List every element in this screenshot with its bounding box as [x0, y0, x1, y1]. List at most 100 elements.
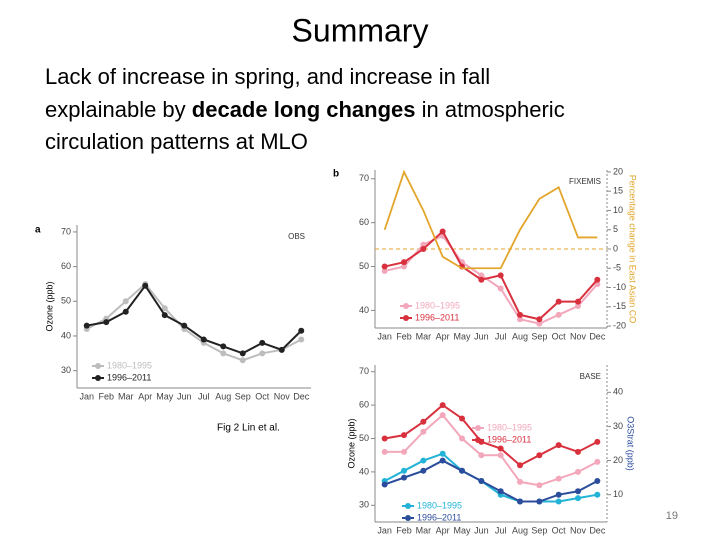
data-point: [497, 272, 504, 279]
y2-axis-label: Percentage change in East Asian CO: [628, 175, 638, 324]
data-point: [536, 482, 543, 489]
data-point: [298, 327, 305, 334]
data-point: [381, 267, 388, 274]
data-point: [459, 415, 465, 422]
x-tick-label: Dec: [589, 525, 606, 535]
data-point: [122, 298, 129, 305]
page-number: 19: [666, 510, 678, 522]
y2-tick-label: -5: [613, 263, 621, 273]
series-line: [384, 229, 599, 321]
legend-marker: [403, 315, 409, 321]
data-point: [536, 316, 543, 323]
legend-marker: [405, 515, 411, 521]
y-tick-label: 50: [61, 296, 71, 306]
x-tick-label: Sep: [531, 525, 547, 535]
data-point: [478, 452, 485, 459]
legend-label: 1980–1995: [487, 422, 532, 432]
data-point: [536, 320, 543, 327]
x-tick-label: Aug: [512, 331, 528, 341]
series-line: [384, 403, 598, 467]
series-line: [86, 283, 302, 355]
panel-label: a: [35, 225, 41, 236]
series-line: [383, 169, 598, 270]
x-tick-label: Apr: [436, 525, 450, 535]
y-tick-label: 70: [359, 173, 369, 183]
data-point: [259, 350, 266, 357]
data-point: [420, 457, 427, 464]
x-tick-label: Apr: [436, 331, 450, 341]
y2-axis-label: O3Strat (ppb): [626, 416, 636, 471]
x-tick-label: Aug: [215, 391, 231, 401]
legend-marker: [475, 437, 481, 443]
data-point: [298, 336, 305, 343]
y2-tick-label: -15: [613, 301, 626, 311]
y-axis-label: Ozone (ppb): [44, 281, 54, 331]
y-tick-label: 40: [61, 330, 71, 340]
chart-title: FIXEMIS: [569, 177, 601, 186]
data-point: [381, 263, 388, 270]
data-point: [439, 228, 446, 235]
slide-title: Summary: [292, 12, 429, 48]
data-point: [381, 448, 388, 455]
data-point: [478, 272, 485, 279]
x-tick-label: Mar: [416, 331, 432, 341]
data-point: [517, 498, 523, 505]
y-tick-label: 50: [359, 261, 369, 271]
legend-label: 1996–2011: [487, 434, 531, 444]
data-point: [381, 481, 388, 488]
data-point: [239, 350, 246, 357]
y-tick-label: 30: [61, 365, 71, 375]
data-point: [459, 435, 465, 442]
legend-marker: [405, 503, 411, 509]
data-point: [439, 402, 446, 409]
legend-label: 1980–1995: [415, 300, 460, 310]
data-point: [517, 311, 523, 318]
body-text: in atmospheric: [416, 97, 565, 122]
x-tick-label: Jan: [377, 331, 392, 341]
data-point: [439, 412, 446, 419]
data-point: [555, 498, 562, 505]
data-point: [575, 495, 581, 502]
data-point: [594, 438, 601, 445]
y2-tick-label: 5: [613, 224, 618, 234]
x-tick-label: Jan: [377, 525, 392, 535]
data-point: [555, 311, 562, 318]
data-point: [401, 259, 407, 266]
y2-tick-label: 0: [613, 243, 618, 253]
y2-tick-label: 20: [613, 166, 623, 176]
data-point: [594, 276, 601, 283]
data-point: [497, 488, 504, 495]
series-line: [384, 234, 599, 325]
y-tick-label: 30: [359, 500, 369, 510]
data-point: [478, 276, 485, 283]
data-point: [439, 457, 446, 464]
y2-tick-label: 15: [613, 186, 623, 196]
x-tick-label: Jul: [495, 331, 507, 341]
data-point: [181, 322, 188, 329]
legend-marker: [95, 375, 101, 381]
x-tick-label: Dec: [293, 391, 310, 401]
data-point: [161, 305, 168, 312]
y2-tick-label: -20: [613, 320, 626, 330]
data-point: [575, 298, 581, 305]
x-tick-label: May: [156, 391, 174, 401]
data-point: [401, 474, 407, 481]
x-tick-label: Mar: [416, 525, 432, 535]
x-tick-label: Aug: [512, 525, 528, 535]
series-line: [86, 282, 302, 362]
data-point: [594, 458, 601, 465]
y2-tick-label: 10: [613, 489, 623, 499]
data-point: [478, 478, 485, 485]
y2-tick-label: 20: [613, 455, 623, 465]
y-tick-label: 60: [61, 261, 71, 271]
data-point: [555, 298, 562, 305]
x-tick-label: Feb: [396, 525, 412, 535]
y-tick-label: 70: [359, 366, 369, 376]
x-tick-label: Feb: [98, 391, 114, 401]
x-tick-label: Jul: [198, 391, 210, 401]
data-point: [420, 428, 427, 435]
y-axis-label: Ozone (ppb): [346, 418, 356, 468]
data-point: [575, 303, 581, 310]
data-point: [381, 435, 388, 442]
y2-tick-label: 10: [613, 205, 623, 215]
